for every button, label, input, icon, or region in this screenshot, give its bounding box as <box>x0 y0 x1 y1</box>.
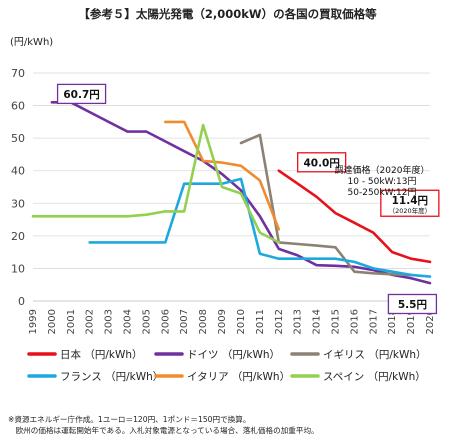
x-tick-label: 2002 <box>85 309 96 334</box>
annotation-box <box>387 293 438 315</box>
legend-label: スペイン （円/kWh） <box>323 371 426 383</box>
footnote-1: ※資源エネルギー庁作成。1ユーロ＝120円、1ポンド＝150円で換算。 <box>8 415 251 424</box>
x-tick-label: 2009 <box>217 309 228 334</box>
legend-label: イギリス （円/kWh） <box>323 349 427 361</box>
x-tick-label: 2020 <box>425 309 436 334</box>
y-axis-label: (円/kWh) <box>10 37 53 48</box>
callout-line: 調達価格（2020年度） <box>335 164 430 176</box>
x-tick-label: 2010 <box>236 309 247 334</box>
annotation-sublabel: （2020年度） <box>389 206 432 215</box>
annotations: 60.7円 40.0円 5.5円 11.4円（2020年度） 調達価格（2020年度）1… <box>56 83 440 315</box>
y-tick-label: 60 <box>11 100 25 113</box>
annotation-label: 5.5円 <box>398 299 427 311</box>
y-tick-label: 30 <box>11 197 25 210</box>
y-tick-label: 70 <box>11 67 25 80</box>
x-axis: 1999 2000 2001 2002 2003 2004 2005 2006 2007 2008… <box>28 309 436 334</box>
series-lines <box>31 101 432 285</box>
annotation-box <box>56 83 107 105</box>
x-tick-label: 2007 <box>179 309 190 334</box>
x-tick-label: 2000 <box>47 309 58 334</box>
series-line-4 <box>88 177 432 278</box>
y-tick-label: 10 <box>11 262 25 275</box>
y-tick-label: 0 <box>18 295 25 308</box>
x-tick-label: 2001 <box>66 309 77 334</box>
y-axis: (円/kWh) 0 10 20 30 40 50 60 70 <box>10 37 53 308</box>
legend-label: イタリア （円/kWh） <box>187 371 290 383</box>
y-tick-label: 50 <box>11 132 25 145</box>
x-tick-label: 2013 <box>293 309 304 334</box>
y-tick-label: 20 <box>11 230 25 243</box>
annotation-label: 60.7円 <box>63 89 99 101</box>
x-tick-label: 2012 <box>274 309 285 334</box>
chart-title: 【参考５】太陽光発電（2,000kW）の各国の買取価格等 <box>78 7 377 21</box>
x-tick-label: 2015 <box>330 309 341 334</box>
x-tick-label: 2018 <box>387 309 398 334</box>
x-tick-label: 2005 <box>141 309 152 334</box>
x-tick-label: 2019 <box>406 309 417 334</box>
legend-label: フランス （円/kWh） <box>60 371 163 383</box>
x-tick-label: 2016 <box>349 309 360 334</box>
x-tick-label: 2004 <box>123 309 134 334</box>
footnote-2: 欧州の価格は運転開始年である。入札対象電源となっている場合、落札価格の加重平均。 <box>8 426 319 435</box>
annotation-box <box>297 152 347 173</box>
x-tick-label: 2003 <box>104 309 115 334</box>
x-tick-label: 2008 <box>198 309 209 334</box>
x-tick-label: 2017 <box>368 309 379 334</box>
series-line-6 <box>31 123 281 244</box>
legend-label: ドイツ （円/kWh） <box>187 349 280 361</box>
series-line-3 <box>239 133 413 277</box>
annotation-label: 11.4円 <box>392 195 428 207</box>
x-tick-label: 2014 <box>312 309 323 334</box>
y-tick-label: 40 <box>11 165 25 178</box>
x-tick-label: 2006 <box>160 309 171 334</box>
legend-label: 日本 （円/kWh） <box>60 348 143 361</box>
legend: 日本 （円/kWh） ドイツ （円/kWh） イギリス （円/kWh） フランス （円… <box>27 348 427 383</box>
x-tick-label: 2011 <box>255 309 266 334</box>
callout-line: 50-250kW:12円 <box>348 187 417 198</box>
callout-line: 10 - 50kW:13円 <box>348 176 417 187</box>
x-tick-label: 1999 <box>28 309 39 334</box>
annotation-label: 40.0円 <box>303 157 339 169</box>
series-line-1 <box>277 169 432 264</box>
annotation-box <box>380 189 440 217</box>
gridlines <box>33 72 430 302</box>
series-line-2 <box>50 101 432 285</box>
series-line-5 <box>164 120 281 231</box>
